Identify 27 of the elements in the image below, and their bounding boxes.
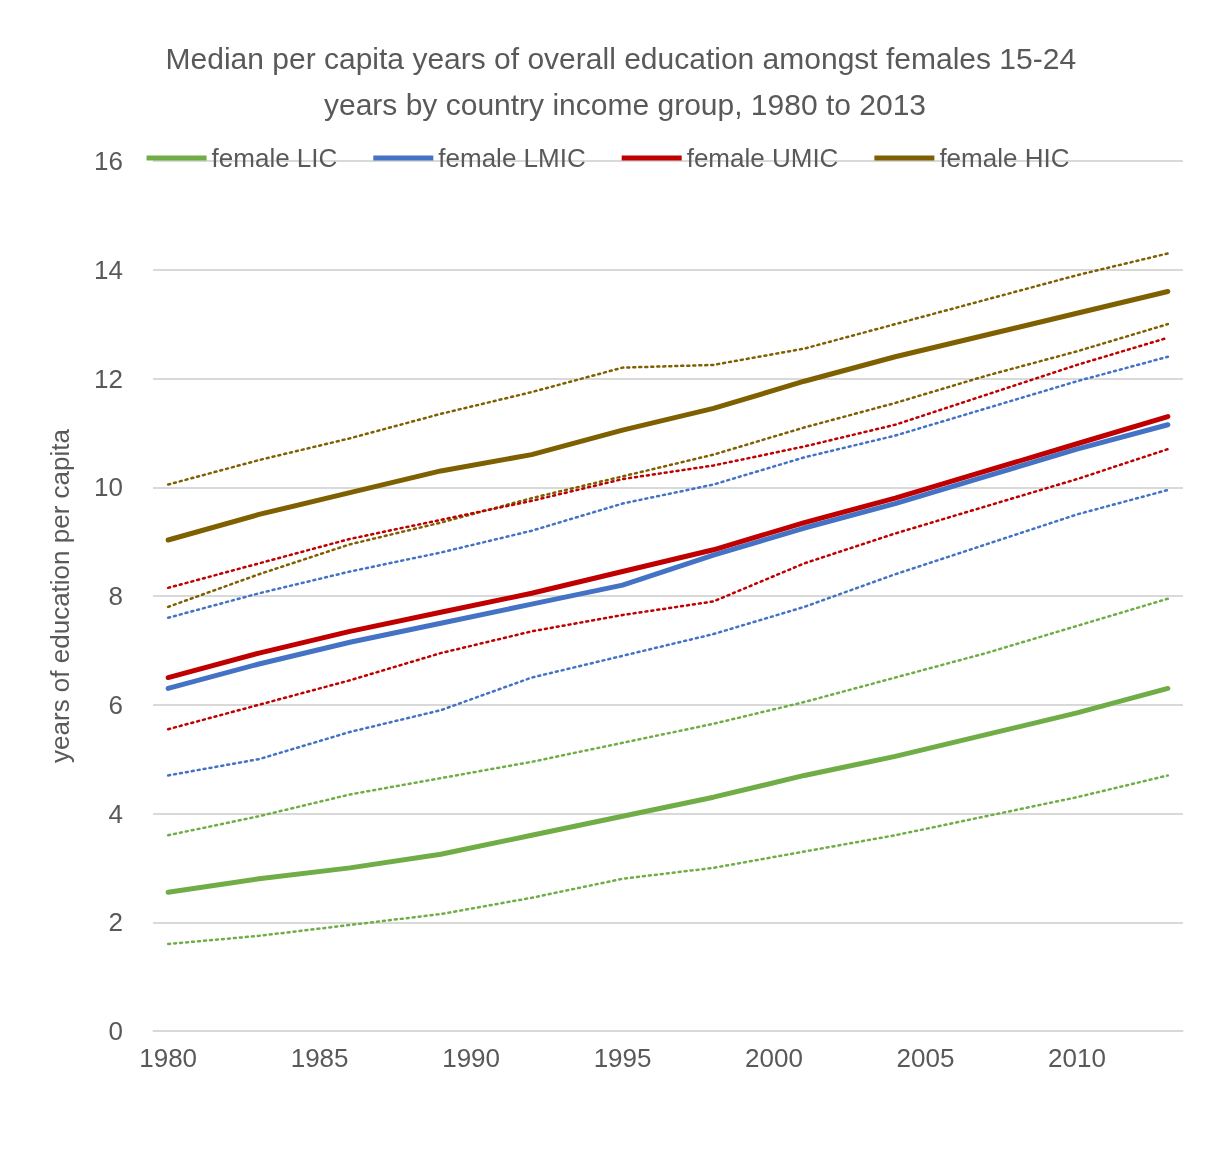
- y-tick-label: 6: [108, 689, 123, 720]
- x-tick-label: 2005: [896, 1043, 955, 1073]
- x-tick-label: 2010: [1048, 1043, 1106, 1073]
- x-tick-label: 2000: [745, 1043, 803, 1073]
- legend-label: female HIC: [939, 143, 1070, 173]
- y-tick-label: 4: [108, 798, 123, 829]
- x-tick-label: 1995: [593, 1043, 652, 1073]
- legend-label: female UMIC: [686, 143, 839, 173]
- x-tick-label: 1990: [442, 1043, 501, 1073]
- y-tick-label: 14: [94, 254, 123, 285]
- y-tick-label: 12: [94, 363, 123, 394]
- x-tick-label: 1985: [290, 1043, 349, 1073]
- y-tick-label: 10: [94, 472, 123, 503]
- line-series: [166, 447, 1170, 731]
- x-tick-label: 1980: [139, 1043, 198, 1073]
- y-tick-label: 2: [108, 907, 123, 938]
- line-series: [166, 488, 1170, 777]
- y-tick-label: 8: [108, 581, 123, 611]
- chart-title: Median per capita years of overall education amongst females 15-24 years by country income group, 1980 to 2013: [165, 41, 1085, 121]
- line-series: [166, 774, 1170, 946]
- line-series: [166, 252, 1170, 486]
- y-tick-label: 16: [94, 146, 123, 176]
- y-tick-label: 0: [108, 1016, 123, 1046]
- legend-label: female LMIC: [438, 143, 586, 173]
- y-axis-title: years of education per capita: [45, 428, 75, 763]
- legend-label: female LIC: [211, 143, 338, 173]
- line-series: [166, 597, 1170, 837]
